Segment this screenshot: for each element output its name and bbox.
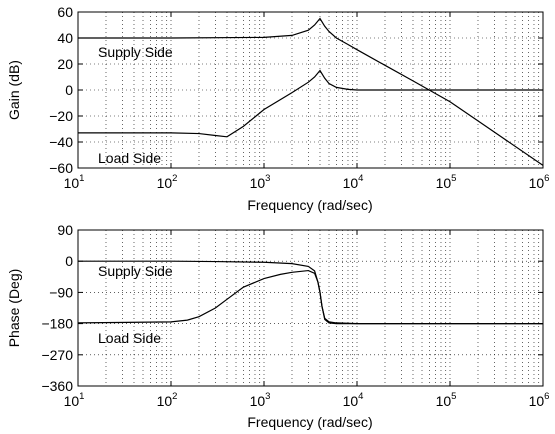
phase-xtick-label: 101 xyxy=(64,391,85,409)
gain-xtick-label: 101 xyxy=(64,173,85,191)
phase-annotation-supply-side: Supply Side xyxy=(98,263,173,279)
gain-grid xyxy=(78,12,543,168)
phase-plot: −360 −270 −180 −90 0 90 101 102 103 104 105 106 Sup… xyxy=(6,222,549,430)
gain-ytick-label: −60 xyxy=(49,160,73,176)
phase-xtick-label: 104 xyxy=(343,391,364,409)
gain-ytick-label: −40 xyxy=(49,134,73,150)
gain-x-axis-label: Frequency (rad/sec) xyxy=(247,197,372,213)
gain-annotation-load-side: Load Side xyxy=(98,150,161,166)
phase-xtick-label: 103 xyxy=(250,391,271,409)
phase-xtick-label: 102 xyxy=(157,391,178,409)
gain-ytick-label: 20 xyxy=(57,56,73,72)
gain-ytick-label: 60 xyxy=(57,4,73,20)
gain-ytick-label: 40 xyxy=(57,30,73,46)
phase-ytick-label: 0 xyxy=(65,253,73,269)
gain-xtick-label: 103 xyxy=(250,173,271,191)
gain-xtick-label: 104 xyxy=(343,173,364,191)
phase-ytick-label: −180 xyxy=(41,316,73,332)
gain-xtick-label: 105 xyxy=(436,173,457,191)
phase-xtick-label: 105 xyxy=(436,391,457,409)
gain-xtick-label: 102 xyxy=(157,173,178,191)
phase-xtick-label: 106 xyxy=(529,391,550,409)
gain-series-load-side-line xyxy=(78,69,543,138)
gain-xtick-label: 106 xyxy=(529,173,550,191)
phase-y-axis-label: Phase (Deg) xyxy=(6,269,22,348)
gain-plot: −60 −40 −20 0 20 40 60 101 102 103 104 105 106 Suppl… xyxy=(6,4,549,213)
gain-ytick-label: −20 xyxy=(49,108,73,124)
phase-series xyxy=(77,260,543,325)
phase-ytick-label: −270 xyxy=(41,347,73,363)
phase-ticks: −360 −270 −180 −90 0 90 101 102 103 104 105 106 xyxy=(41,222,549,409)
phase-annotation-load-side: Load Side xyxy=(98,330,161,346)
phase-ytick-label: −90 xyxy=(49,284,73,300)
gain-annotation-supply-side: Supply Side xyxy=(98,44,173,60)
phase-x-axis-label: Frequency (rad/sec) xyxy=(247,414,372,430)
phase-ytick-label: 90 xyxy=(57,222,73,238)
phase-ytick-label: −360 xyxy=(41,378,73,394)
gain-y-axis-label: Gain (dB) xyxy=(6,60,22,120)
phase-plot-frame xyxy=(77,229,544,387)
gain-ytick-label: 0 xyxy=(65,82,73,98)
gain-series xyxy=(78,17,544,166)
phase-series-load-side-line xyxy=(77,269,543,325)
gain-series-supply-side-line xyxy=(78,17,544,166)
gain-ticks: −60 −40 −20 0 20 40 60 101 102 103 104 105 106 xyxy=(49,4,549,191)
phase-grid xyxy=(78,230,543,386)
